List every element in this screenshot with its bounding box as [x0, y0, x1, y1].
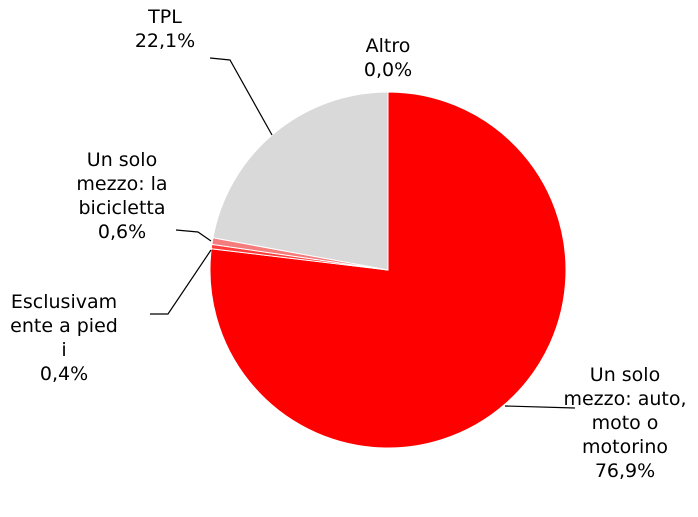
- category-label: Un solo mezzo: auto, moto o motorino: [563, 364, 687, 458]
- slice-label: Un solo mezzo: auto, moto o motorino 76,9…: [555, 363, 695, 483]
- category-label: TPL: [148, 6, 182, 28]
- value-label: 22,1%: [134, 30, 196, 52]
- leader-line: [175, 229, 212, 242]
- category-label: Un solo mezzo: la bicicletta: [76, 149, 168, 219]
- value-label: 76,9%: [594, 460, 656, 482]
- leader-lines: [150, 57, 576, 409]
- value-label: 0,0%: [363, 59, 413, 81]
- leader-line: [209, 57, 273, 136]
- slice-label: Altro 0,0%: [343, 34, 433, 82]
- leader-line: [504, 405, 576, 409]
- value-label: 0,4%: [39, 363, 89, 385]
- pie-slice: [209, 91, 567, 449]
- value-label: 0,6%: [97, 221, 147, 243]
- leader-line: [150, 249, 212, 315]
- category-label: Altro: [365, 35, 411, 57]
- slice-label: Esclusivamente a piedi 0,4%: [10, 290, 118, 386]
- slices: [209, 91, 567, 449]
- slice-label: Un solo mezzo: la bicicletta 0,6%: [62, 148, 182, 244]
- pie-slice: [212, 91, 389, 271]
- category-label: Esclusivamente a piedi: [10, 291, 118, 361]
- slice-label: TPL 22,1%: [120, 5, 210, 53]
